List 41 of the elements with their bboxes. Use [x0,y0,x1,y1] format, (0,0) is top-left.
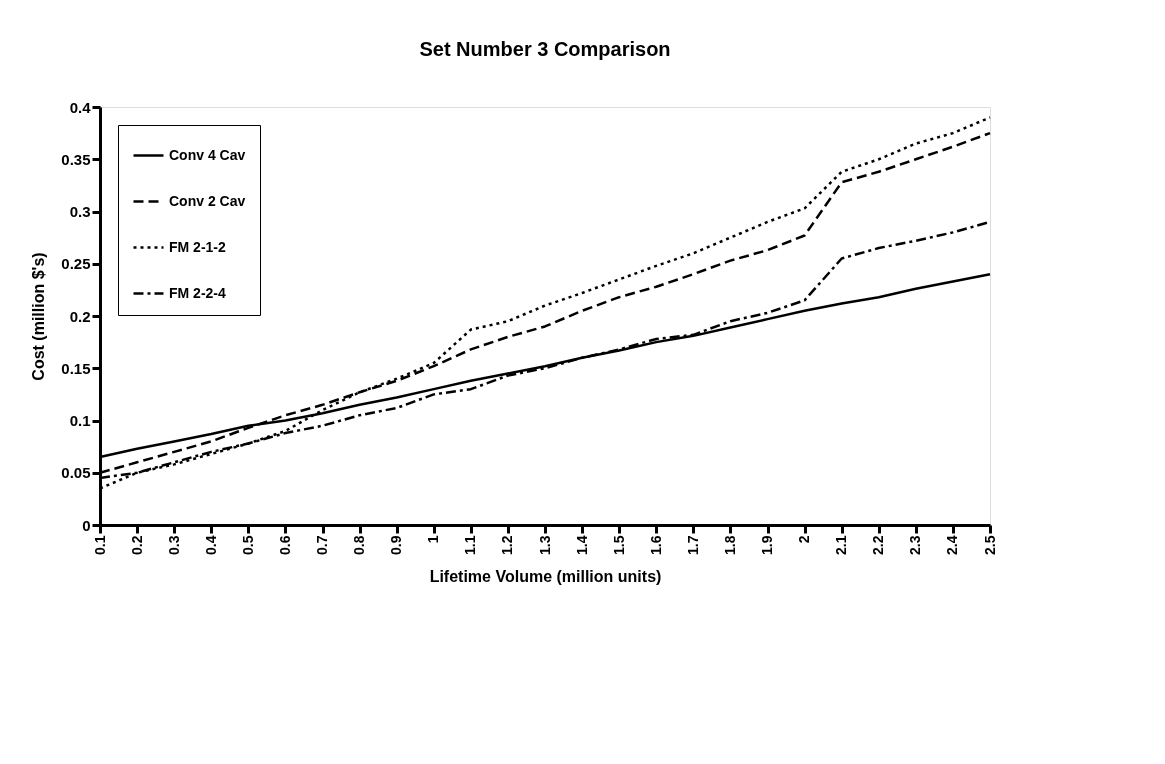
x-tick-label: 1.8 [721,535,738,555]
x-tick-label: 2.5 [981,535,998,555]
x-tick-label: 1.2 [499,535,516,555]
x-tick-label: 0.3 [165,535,182,555]
x-tick-label: 2.4 [944,535,961,555]
x-tick-label: 1.7 [684,535,701,555]
x-tick-label: 1.3 [536,535,553,555]
y-tick-label: 0 [82,516,91,534]
y-tick-label: 0.3 [69,203,91,220]
y-tick-label: 0.1 [69,412,91,429]
x-tick-label: 2.1 [833,535,850,555]
y-tick-label: 0.25 [61,255,91,273]
x-tick-label: 2 [796,535,813,544]
x-tick-label: 1.9 [759,535,775,555]
y-axis-title: Cost (million $'s) [30,252,48,381]
x-tick-label: 0.7 [314,535,330,555]
chart-title: Set Number 3 Comparison [419,38,671,60]
y-tick-label: 0.05 [61,464,91,482]
legend-label: Conv 2 Cav [169,192,246,209]
x-tick-label: 1.6 [647,535,664,555]
y-tick-label: 0.35 [61,150,91,168]
y-tick-label: 0.15 [61,359,91,377]
x-tick-label: 1 [425,535,442,544]
x-tick-label: 2.3 [907,535,924,555]
x-tick-label: 2.2 [870,535,887,555]
legend-label: FM 2-2-4 [169,284,226,301]
legend-label: FM 2-1-2 [169,238,226,255]
x-tick-label: 0.1 [91,535,108,555]
legend-label: Conv 4 Cav [169,146,246,163]
x-tick-label: 0.9 [388,535,405,555]
x-tick-label: 1.1 [462,535,479,555]
x-tick-label: 1.4 [573,535,590,555]
x-tick-label: 0.6 [276,535,293,555]
x-tick-label: 1.5 [610,535,627,555]
x-tick-label: 0.8 [351,535,368,555]
y-tick-label: 0.4 [69,98,92,116]
x-tick-label: 0.2 [128,535,145,555]
x-tick-label: 0.5 [239,535,256,555]
x-axis-title: Lifetime Volume (million units) [429,567,662,585]
x-tick-label: 0.4 [202,535,219,555]
y-tick-label: 0.2 [69,307,91,325]
